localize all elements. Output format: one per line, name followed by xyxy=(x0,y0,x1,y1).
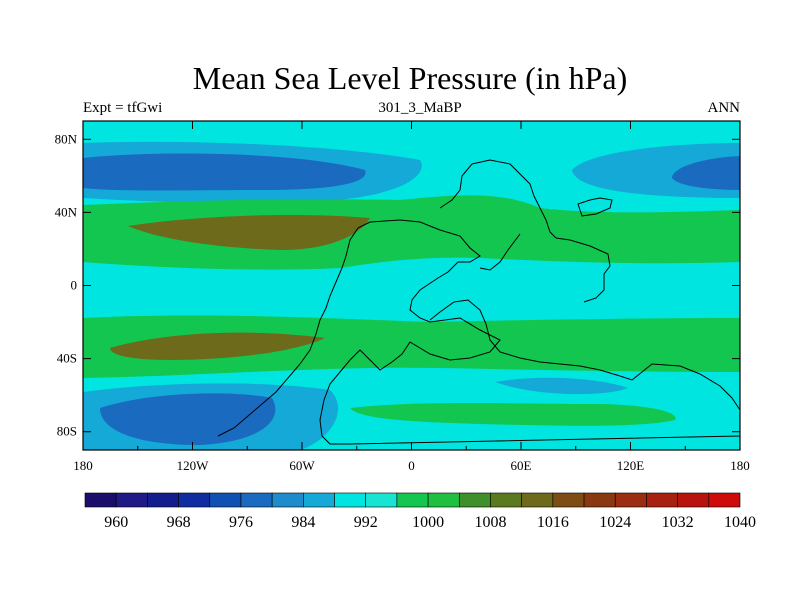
experiment-label: Expt = tfGwi xyxy=(83,100,163,116)
lon-tick-label: 180 xyxy=(73,458,93,473)
continent-outline-eurasia xyxy=(439,159,613,303)
equatorial-trough xyxy=(83,268,175,312)
colorbar-swatch xyxy=(271,492,304,508)
colorbar-swatch xyxy=(427,492,460,508)
lat-tick-label: 40S xyxy=(57,351,77,366)
south-low-east xyxy=(495,377,628,395)
colorbar-label: 1024 xyxy=(599,514,631,531)
axes: 80N 40N 0 40S 80S 180 120W 60W 0 60E 120E 180 xyxy=(55,121,750,473)
colorbar-swatch xyxy=(521,492,554,508)
colorbar-swatch xyxy=(490,492,522,508)
colorbar-swatch xyxy=(365,492,398,508)
colorbar-swatch xyxy=(552,492,585,508)
continent-outline-africa-australia xyxy=(429,299,740,411)
colorbar-swatch xyxy=(303,492,335,508)
season-label: ANN xyxy=(707,100,741,116)
lon-tick-label: 60W xyxy=(289,458,315,473)
colorbar-swatch xyxy=(583,492,616,508)
lon-tick-label: 120E xyxy=(617,458,645,473)
colorbar-swatch xyxy=(614,492,647,508)
north-high-core xyxy=(128,214,370,250)
continent-outline-americas xyxy=(217,219,740,445)
colorbar: 960 968 976 984 992 1000 1008 1016 1024 1032 1040 xyxy=(84,492,756,531)
colorbar-swatch xyxy=(458,492,491,508)
time-label: 301_3_MaBP xyxy=(378,100,462,116)
lat-tick-label: 80N xyxy=(55,131,78,146)
chart-title: Mean Sea Level Pressure (in hPa) xyxy=(192,60,628,96)
lon-tick-label: 120W xyxy=(177,458,210,473)
colorbar-swatch xyxy=(209,492,242,508)
colorbar-label: 968 xyxy=(167,514,191,531)
colorbar-swatch xyxy=(334,492,367,508)
lat-tick-label: 0 xyxy=(71,278,78,293)
colorbar-swatch xyxy=(115,492,148,508)
north-low-core-west xyxy=(83,153,366,191)
south-high-band xyxy=(83,315,740,378)
pressure-field xyxy=(83,121,740,450)
colorbar-swatch xyxy=(646,492,678,508)
lon-tick-label: 0 xyxy=(408,458,415,473)
colorbar-label: 984 xyxy=(291,514,315,531)
coastlines xyxy=(217,159,740,445)
north-high-band xyxy=(83,195,740,270)
lon-tick-label: 60E xyxy=(511,458,532,473)
colorbar-swatch xyxy=(178,492,211,508)
colorbar-label: 1016 xyxy=(537,514,569,531)
lat-tick-label: 80S xyxy=(57,424,77,439)
colorbar-label: 1032 xyxy=(662,514,694,531)
south-high-ribbon xyxy=(350,403,676,426)
colorbar-swatch xyxy=(677,492,710,508)
colorbar-swatch xyxy=(84,492,117,508)
colorbar-label: 1040 xyxy=(724,514,756,531)
lon-tick-label: 180 xyxy=(730,458,750,473)
colorbar-swatch xyxy=(708,492,741,508)
lat-tick-label: 40N xyxy=(55,204,78,219)
colorbar-label: 960 xyxy=(104,514,128,531)
colorbar-label: 1008 xyxy=(474,514,506,531)
colorbar-swatch xyxy=(147,492,179,508)
colorbar-label: 976 xyxy=(229,514,253,531)
south-low-core xyxy=(100,393,276,445)
colorbar-swatch xyxy=(396,492,429,508)
north-low-core-east xyxy=(672,156,740,190)
colorbar-label: 992 xyxy=(354,514,378,531)
colorbar-swatch xyxy=(240,492,273,508)
colorbar-label: 1000 xyxy=(412,514,444,531)
south-high-core xyxy=(110,332,325,360)
